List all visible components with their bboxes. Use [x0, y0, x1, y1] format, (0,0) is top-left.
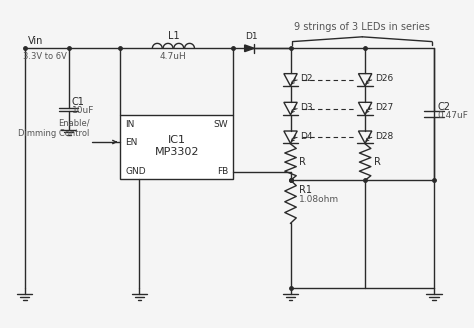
Text: FB: FB	[217, 167, 228, 176]
Text: C1: C1	[72, 97, 84, 107]
Text: IN: IN	[125, 120, 135, 129]
Text: GND: GND	[125, 167, 146, 176]
Text: D1: D1	[246, 32, 258, 41]
Text: D26: D26	[374, 74, 393, 83]
Text: R1: R1	[299, 185, 312, 195]
Text: 0.47uF: 0.47uF	[438, 111, 469, 120]
Polygon shape	[245, 45, 254, 51]
Text: 1.08ohm: 1.08ohm	[299, 195, 339, 204]
FancyBboxPatch shape	[120, 115, 233, 179]
Text: D3: D3	[300, 103, 313, 112]
Text: R: R	[374, 157, 381, 167]
Text: D4: D4	[300, 132, 313, 141]
Text: Vin: Vin	[27, 36, 43, 46]
Text: D28: D28	[374, 132, 393, 141]
Text: Enable/
Dimming Control: Enable/ Dimming Control	[18, 119, 90, 138]
Text: EN: EN	[125, 137, 137, 147]
Text: 10uF: 10uF	[72, 106, 94, 115]
Text: MP3302: MP3302	[155, 147, 199, 157]
Text: 4.7uH: 4.7uH	[160, 52, 187, 61]
Text: IC1: IC1	[168, 134, 186, 145]
Text: C2: C2	[438, 102, 451, 112]
Text: SW: SW	[214, 120, 228, 129]
Text: L1: L1	[168, 31, 179, 41]
Text: D2: D2	[300, 74, 313, 83]
Text: D27: D27	[374, 103, 393, 112]
Text: 9 strings of 3 LEDs in series: 9 strings of 3 LEDs in series	[294, 22, 430, 32]
Text: 3.3V to 6V: 3.3V to 6V	[23, 52, 67, 61]
Text: R: R	[299, 157, 306, 167]
